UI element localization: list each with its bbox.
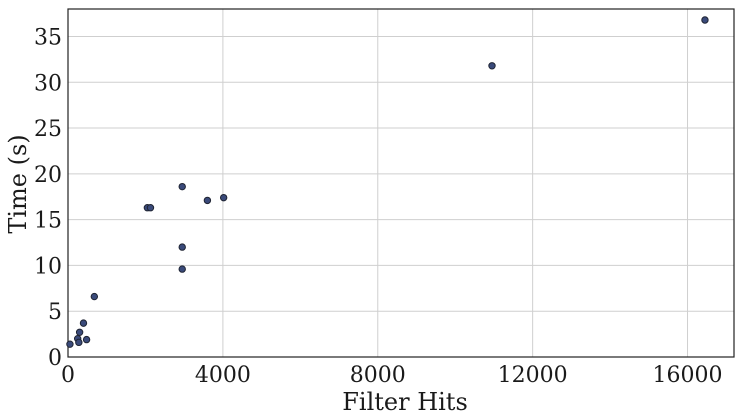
data-point bbox=[146, 204, 155, 212]
data-point bbox=[178, 243, 186, 251]
y-tick-label: 25 bbox=[34, 117, 62, 142]
data-point bbox=[488, 62, 496, 70]
data-point bbox=[66, 340, 74, 348]
data-point bbox=[178, 265, 186, 273]
x-tick-label: 0 bbox=[61, 363, 75, 388]
y-tick-label: 15 bbox=[34, 209, 62, 234]
data-points bbox=[66, 16, 709, 348]
y-tick-label: 10 bbox=[34, 254, 62, 279]
y-tick-label: 20 bbox=[34, 163, 62, 188]
x-tick-label: 12000 bbox=[498, 363, 568, 388]
x-axis-title: Filter Hits bbox=[342, 388, 468, 416]
data-point bbox=[701, 16, 709, 24]
data-point bbox=[82, 335, 91, 344]
y-tick-label: 30 bbox=[34, 71, 62, 96]
data-point bbox=[219, 193, 228, 202]
x-tick-label: 4000 bbox=[195, 363, 251, 388]
data-point bbox=[75, 328, 84, 336]
data-point bbox=[178, 182, 186, 191]
y-tick-label: 35 bbox=[34, 25, 62, 50]
x-tick-labels: 0 4000 8000 12000 16000 bbox=[61, 363, 723, 388]
data-point bbox=[79, 319, 88, 327]
plot-frame bbox=[67, 8, 735, 358]
data-point bbox=[90, 292, 99, 301]
y-tick-label: 5 bbox=[48, 300, 62, 325]
x-tick-label: 16000 bbox=[653, 363, 723, 388]
y-axis-title: Time (s) bbox=[4, 134, 32, 233]
data-point bbox=[75, 338, 83, 347]
data-point bbox=[203, 196, 212, 205]
y-tick-labels: 0 5 10 15 20 25 30 35 bbox=[34, 25, 62, 371]
grid-lines bbox=[67, 9, 734, 358]
x-tick-label: 8000 bbox=[350, 363, 406, 388]
y-tick-label: 0 bbox=[48, 346, 62, 371]
